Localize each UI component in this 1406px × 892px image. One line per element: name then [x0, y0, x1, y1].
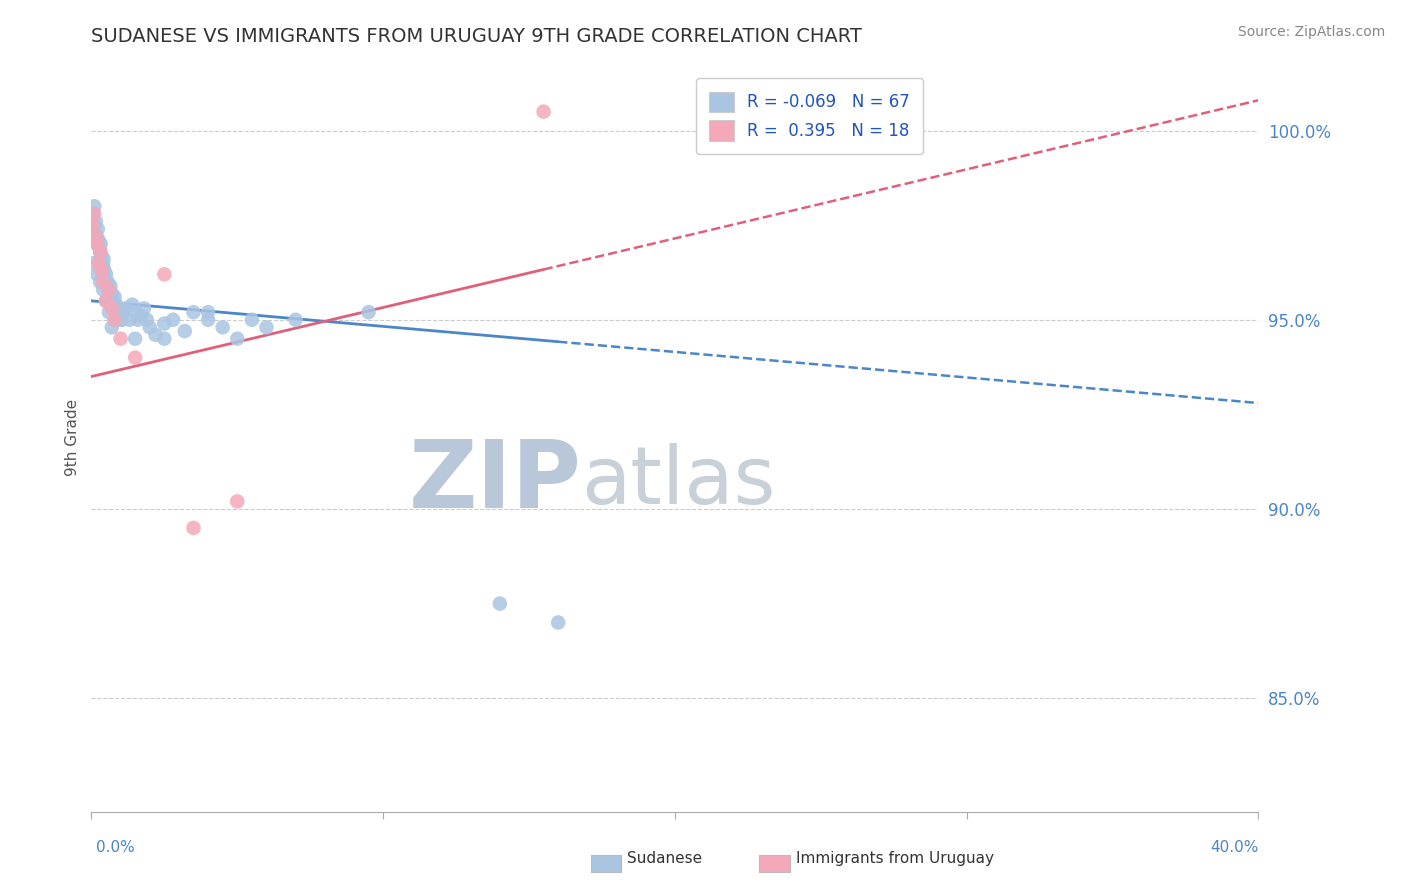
Point — [84, 214, 107, 228]
Point — [90, 237, 112, 252]
Point — [94, 268, 117, 282]
Point — [83, 207, 105, 221]
Point — [101, 320, 124, 334]
Point — [82, 218, 104, 232]
Point — [96, 275, 118, 289]
Point — [94, 271, 117, 285]
Point — [86, 237, 108, 252]
Point — [97, 283, 120, 297]
Point — [83, 218, 105, 232]
Point — [127, 312, 149, 326]
Point — [547, 615, 569, 630]
Point — [173, 324, 195, 338]
Point — [82, 207, 104, 221]
Point — [110, 312, 132, 326]
Text: SUDANESE VS IMMIGRANTS FROM URUGUAY 9TH GRADE CORRELATION CHART: SUDANESE VS IMMIGRANTS FROM URUGUAY 9TH … — [91, 27, 862, 45]
Point — [83, 199, 105, 213]
Point — [108, 301, 131, 316]
Text: Source: ZipAtlas.com: Source: ZipAtlas.com — [1237, 25, 1385, 39]
Point — [124, 351, 146, 365]
Point — [98, 278, 121, 293]
Point — [129, 309, 152, 323]
Point — [89, 244, 111, 259]
Point — [93, 263, 115, 277]
Point — [89, 275, 111, 289]
Point — [89, 241, 111, 255]
Point — [226, 494, 249, 508]
Point — [533, 104, 555, 119]
Point — [90, 263, 112, 277]
Point — [83, 226, 105, 240]
Point — [110, 309, 132, 323]
Point — [101, 286, 124, 301]
Text: 40.0%: 40.0% — [1211, 840, 1258, 855]
Text: Immigrants from Uruguay: Immigrants from Uruguay — [796, 852, 994, 866]
Point — [104, 290, 127, 304]
Point — [162, 312, 184, 326]
Point — [94, 293, 117, 308]
Point — [107, 305, 129, 319]
Point — [357, 305, 380, 319]
Point — [240, 312, 263, 326]
Point — [124, 332, 146, 346]
Point — [197, 305, 219, 319]
Point — [211, 320, 233, 334]
Point — [84, 229, 107, 244]
Point — [183, 305, 205, 319]
Point — [153, 317, 176, 331]
Point — [101, 301, 124, 316]
Text: ZIP: ZIP — [409, 436, 582, 528]
Point — [87, 233, 110, 247]
Point — [256, 320, 278, 334]
Text: atlas: atlas — [582, 443, 776, 521]
Point — [86, 229, 108, 244]
Point — [97, 283, 120, 297]
Point — [97, 305, 120, 319]
Point — [87, 222, 110, 236]
Point — [153, 268, 176, 282]
Point — [94, 293, 117, 308]
Point — [91, 283, 114, 297]
Y-axis label: 9th Grade: 9th Grade — [65, 399, 80, 475]
Point — [83, 256, 105, 270]
Point — [197, 312, 219, 326]
Point — [115, 301, 138, 316]
Text: Sudanese: Sudanese — [627, 852, 702, 866]
Point — [90, 248, 112, 262]
Legend: R = -0.069   N = 67, R =  0.395   N = 18: R = -0.069 N = 67, R = 0.395 N = 18 — [696, 78, 924, 154]
Point — [284, 312, 307, 326]
Point — [110, 332, 132, 346]
Point — [489, 597, 512, 611]
Point — [91, 256, 114, 270]
Point — [153, 332, 176, 346]
Point — [132, 301, 155, 316]
Point — [107, 305, 129, 319]
Point — [93, 252, 115, 267]
Point — [226, 332, 249, 346]
Point — [104, 312, 127, 326]
Point — [86, 237, 108, 252]
Point — [87, 256, 110, 270]
Point — [89, 244, 111, 259]
Point — [103, 293, 125, 308]
Point — [91, 260, 114, 274]
Text: 0.0%: 0.0% — [96, 840, 135, 855]
Point — [183, 521, 205, 535]
Point — [91, 275, 114, 289]
Point — [111, 312, 134, 326]
Point — [112, 305, 135, 319]
Point — [124, 305, 146, 319]
Point — [138, 320, 162, 334]
Point — [135, 312, 157, 326]
Point — [105, 298, 128, 312]
Point — [145, 327, 167, 342]
Point — [118, 312, 141, 326]
Point — [104, 312, 127, 326]
Point — [86, 268, 108, 282]
Point — [121, 298, 143, 312]
